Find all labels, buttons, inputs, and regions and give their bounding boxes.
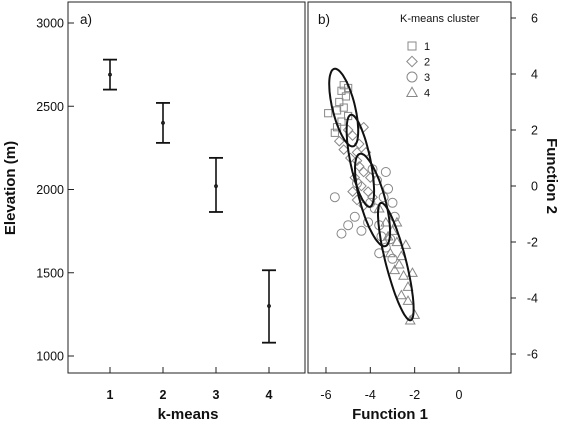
legend-label-4: 4 <box>424 88 430 100</box>
cluster-4-point <box>402 295 414 305</box>
panel-a-y-tick-label: 1000 <box>36 350 64 364</box>
panel-b-y-tick-label: 4 <box>531 68 538 82</box>
cluster-4-point <box>393 258 405 269</box>
panel-b-y-tick-label: 2 <box>531 124 538 138</box>
cluster-3-point <box>349 211 360 222</box>
panel-a-x-tick-label: 4 <box>266 388 273 402</box>
cluster-4-point <box>402 281 414 291</box>
cluster-4-point <box>406 267 418 277</box>
cluster-4-point <box>400 239 412 249</box>
panel-a-x-tick-label: 1 <box>107 388 114 402</box>
cluster-4-point <box>395 289 407 300</box>
panel-b-y-tick-label: -2 <box>527 236 538 250</box>
legend-label-3: 3 <box>424 72 430 84</box>
panel-a-label: a) <box>80 12 92 27</box>
cluster-4-point <box>373 202 385 213</box>
panel-a-error-bars <box>103 58 276 344</box>
cluster-4-point <box>409 309 421 319</box>
cluster-3-point <box>356 225 367 236</box>
panel-a-x-tick-label: 3 <box>213 388 220 402</box>
cluster-1-point <box>337 86 346 95</box>
cluster-3-point <box>380 167 391 177</box>
panel-b-frame <box>307 1 512 374</box>
legend-marker-4 <box>405 86 419 97</box>
cluster-3-point <box>383 183 394 194</box>
mean-point <box>267 304 271 308</box>
panel-a-y-tick-label: 3000 <box>36 17 64 31</box>
cluster-4-point <box>380 216 392 227</box>
panel-a-y-tick-label: 2500 <box>36 100 64 114</box>
panel-b-x-tick-label: 0 <box>456 388 463 402</box>
panel-a-x-axis: 1 2 3 4 <box>107 367 273 402</box>
panel-a-ylabel: Elevation (m) <box>2 141 19 235</box>
legend: K-means cluster 1 2 3 4 <box>400 13 480 100</box>
cluster-2-point <box>358 166 370 178</box>
cluster-1-point <box>339 103 348 112</box>
legend-label-2: 2 <box>424 57 430 69</box>
cluster-3-point <box>387 253 398 264</box>
cluster-3-point <box>329 192 340 203</box>
panel-b-y-axis: 6 4 2 0 -2 -4 -6 <box>511 12 538 362</box>
panel-a-y-tick-label: 2000 <box>36 183 64 197</box>
panel-b-ellipses <box>328 67 415 322</box>
cluster-2-point <box>351 155 363 167</box>
cluster-1-point <box>335 97 344 107</box>
cluster-4-point <box>389 264 401 275</box>
panel-b-y-tick-label: -6 <box>527 348 538 362</box>
cluster-1-point <box>341 92 351 101</box>
panel-b-xlabel: Function 1 <box>352 406 428 423</box>
panel-a-x-tick-label: 2 <box>160 388 167 402</box>
cluster-1-point <box>337 117 346 126</box>
cluster-4-ellipse <box>377 201 415 322</box>
panel-a-y-tick-label: 1500 <box>36 266 64 280</box>
panel-a-frame <box>67 1 306 374</box>
panel-b-points <box>324 81 421 325</box>
cluster-1-point <box>324 109 333 118</box>
mean-point <box>161 121 165 125</box>
panel-b-x-axis: -6 -4 -2 0 <box>320 367 463 402</box>
cluster-4-point <box>391 236 403 247</box>
legend-label-1: 1 <box>424 41 430 53</box>
legend-title: K-means cluster <box>400 13 480 25</box>
cluster-2-point <box>342 124 354 136</box>
cluster-3-ellipse <box>353 152 392 248</box>
panel-b-y-tick-label: 6 <box>531 12 538 26</box>
legend-marker-3 <box>406 71 418 83</box>
cluster-2-point <box>333 135 345 147</box>
mean-point <box>108 72 112 77</box>
panel-b-x-tick-label: -6 <box>320 388 331 402</box>
panel-b-y-tick-label: -4 <box>527 292 538 306</box>
cluster-3-point <box>387 197 398 208</box>
panel-a-xlabel: k-means <box>158 406 219 423</box>
cluster-1-point <box>332 106 342 115</box>
cluster-2-point <box>338 144 350 155</box>
panel-a-y-axis: 1000 1500 2000 2500 3000 <box>36 17 74 364</box>
mean-point <box>214 184 218 189</box>
cluster-3-point <box>336 228 347 239</box>
cluster-3-point <box>343 220 354 231</box>
panel-b-label: b) <box>318 12 330 27</box>
panel-b-ylabel: Function 2 <box>543 138 560 214</box>
cluster-4-point <box>384 247 396 258</box>
panel-b-x-tick-label: -2 <box>409 388 420 402</box>
panel-b-y-tick-label: 0 <box>531 180 538 194</box>
legend-marker-1 <box>407 41 417 51</box>
panel-b-x-tick-label: -4 <box>365 388 376 402</box>
cluster-1-point <box>330 128 339 137</box>
cluster-2-point <box>362 186 374 197</box>
legend-marker-2 <box>406 55 418 68</box>
cluster-2-point <box>347 130 358 141</box>
cluster-2-point <box>347 186 358 197</box>
cluster-2-point <box>356 180 367 192</box>
cluster-4-point <box>398 269 410 280</box>
